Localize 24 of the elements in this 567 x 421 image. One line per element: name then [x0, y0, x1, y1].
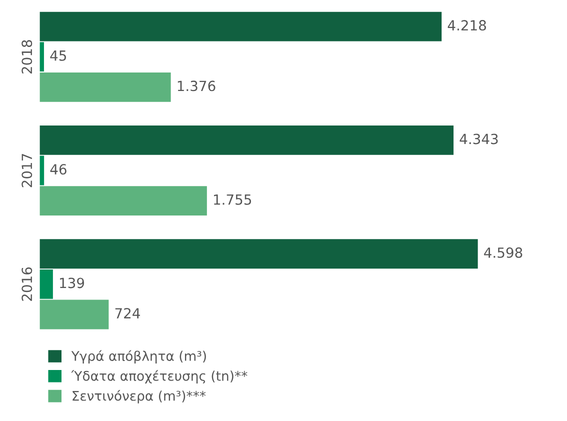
bar [40, 156, 44, 186]
bar [40, 269, 53, 299]
bar [40, 12, 442, 42]
legend-label: Ύδατα αποχέτευσης (tn)** [71, 370, 248, 384]
legend-label: Υγρά απόβλητα (m³) [71, 350, 206, 364]
y-tick-label: 2016 [22, 267, 32, 301]
data-label: 724 [115, 308, 140, 318]
data-label: 1.755 [214, 194, 252, 205]
bar [40, 72, 171, 102]
data-label: 46 [50, 164, 66, 175]
data-label: 4.598 [484, 247, 522, 258]
data-label: 1.376 [178, 80, 216, 92]
data-label: 45 [50, 50, 66, 61]
y-tick-label: 2017 [22, 154, 32, 188]
y-tick-label: 2018 [22, 40, 32, 74]
bar [40, 239, 478, 269]
data-label: 139 [60, 278, 84, 288]
bar [40, 42, 44, 72]
data-label: 4.343 [460, 134, 498, 144]
bar [40, 125, 454, 155]
bar [40, 300, 109, 330]
bar [40, 186, 207, 216]
legend-label: Σεντινόνερα (m³)*** [72, 390, 206, 404]
data-label: 4.218 [448, 20, 486, 31]
